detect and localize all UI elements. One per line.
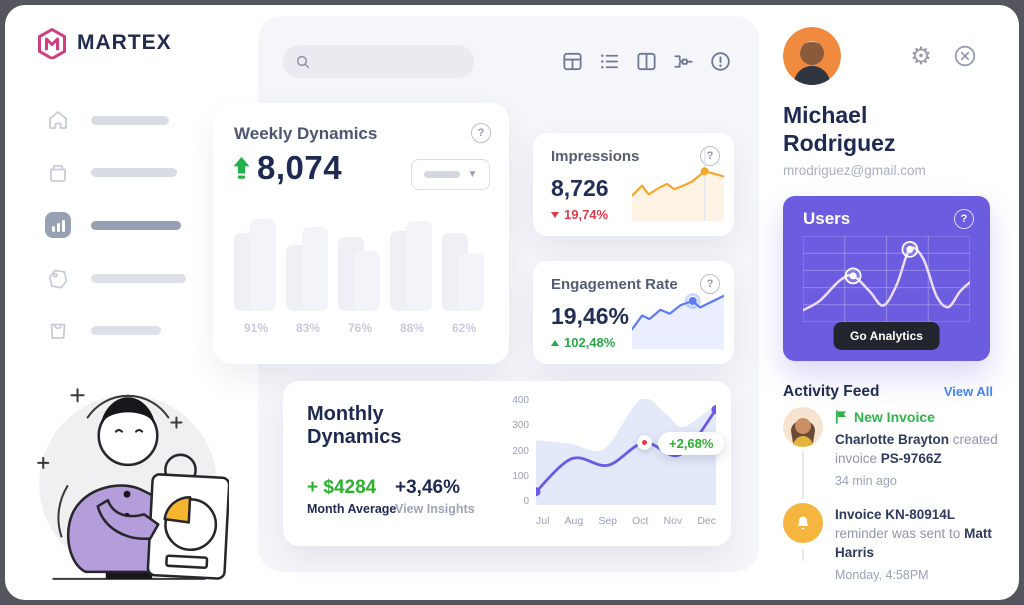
chevron-down-icon: ▼ (467, 169, 478, 180)
list-view-icon[interactable] (598, 50, 621, 73)
users-title: Users (803, 209, 851, 228)
sidebar-item-tags[interactable] (45, 264, 186, 292)
reminder-icon-circle (783, 503, 823, 543)
bar-group: 76% (337, 205, 383, 335)
menu-placeholder (91, 220, 181, 230)
impressions-card: Impressions ? 8,726 19,74% (533, 133, 734, 236)
help-icon[interactable]: ? (700, 274, 720, 294)
view-all-link[interactable]: View All (943, 384, 993, 399)
x-axis-labels: Jul Aug Sep Oct Nov Dec (536, 515, 716, 527)
up-arrow-icon (233, 156, 250, 179)
brand-name: MARTEX (77, 31, 172, 54)
sidebar-item-orders[interactable] (45, 158, 177, 186)
menu-placeholder (91, 273, 186, 283)
weekly-bar-chart: 91% 83% 76% 88% 62% (233, 205, 489, 335)
select-placeholder (423, 171, 460, 178)
profile-name: Michael Rodriguez (783, 102, 896, 156)
impressions-title: Impressions (551, 148, 640, 165)
timeline-line (802, 451, 804, 499)
home-icon (45, 107, 71, 133)
users-card: Users ? Go Analytics (783, 196, 990, 361)
bar-group: 83% (285, 205, 331, 335)
martex-logo-icon (38, 28, 66, 59)
engagement-rate-card: Engagement Rate ? 19,46% 102,48% (533, 261, 734, 364)
month-average-value: + $4284 (307, 477, 377, 498)
flow-view-icon[interactable] (672, 50, 695, 73)
help-icon[interactable]: ? (954, 209, 974, 229)
search-icon (296, 55, 310, 68)
help-icon[interactable]: ? (700, 146, 720, 166)
sidebar-item-home[interactable] (45, 106, 169, 134)
impressions-value: 8,726 (551, 175, 609, 201)
sidebar-item-analytics[interactable] (45, 211, 181, 239)
activity-feed-title: Activity Feed (783, 383, 880, 400)
close-icon[interactable] (952, 43, 978, 69)
data-point-marker[interactable] (636, 435, 652, 451)
analytics-icon (45, 212, 71, 238)
monthly-percent-value: +3,46% (395, 477, 460, 498)
timeline-line (802, 549, 804, 561)
weekly-dynamics-title: Weekly Dynamics (234, 124, 378, 143)
menu-placeholder (91, 167, 177, 177)
impressions-sparkline (630, 149, 726, 221)
monthly-line-chart: 400 300 200 100 0 Jul Aug Sep Oct Nov Dec +2,68% (505, 395, 725, 535)
monthly-dynamics-card: Monthly Dynamics + $4284 Month Average +… (283, 381, 731, 546)
monthly-dynamics-title: Monthly Dynamics (307, 403, 402, 448)
menu-placeholder (91, 115, 169, 125)
shopping-bag-icon (45, 317, 71, 343)
go-analytics-button[interactable]: Go Analytics (833, 322, 940, 350)
feed-text: Charlotte Brayton created invoice PS-976… (835, 432, 998, 466)
flag-icon (836, 410, 847, 424)
avatar-image (783, 27, 841, 85)
sidebar-item-shop[interactable] (45, 316, 161, 344)
weekly-value: 8,074 (232, 149, 342, 187)
engagement-value: 19,46% (551, 303, 630, 329)
feed-time: 34 min ago (835, 474, 897, 488)
settings-gear-icon[interactable]: ⚙ (910, 42, 932, 70)
period-select[interactable]: ▼ (411, 159, 490, 190)
bar-group: 88% (389, 205, 435, 335)
y-axis-ticks: 400 300 200 100 0 (512, 395, 529, 507)
chart-tooltip: +2,68% (658, 431, 725, 455)
weekly-dynamics-card: Weekly Dynamics ? 8,074 ▼ 91% 83% 76% 88% 62… (213, 103, 509, 364)
engagement-delta: 102,48% (551, 335, 615, 350)
feed-avatar (783, 407, 823, 447)
bell-icon (797, 516, 809, 530)
user-avatar[interactable] (783, 27, 841, 85)
search-bar[interactable] (283, 45, 474, 78)
profile-email: mrodriguez@gmail.com (783, 163, 926, 178)
bar-group: 91% (233, 205, 279, 335)
engagement-title: Engagement Rate (551, 276, 678, 293)
grid-view-icon[interactable] (561, 50, 584, 73)
tag-icon (45, 265, 71, 291)
columns-view-icon[interactable] (635, 50, 658, 73)
feed-badge: New Invoice (854, 409, 935, 425)
feed-text: Invoice KN-80914L reminder was sent to M… (835, 507, 992, 560)
engagement-sparkline (630, 277, 726, 349)
help-icon[interactable]: ? (471, 123, 491, 143)
impressions-delta: 19,74% (551, 207, 608, 222)
up-triangle-icon (551, 339, 559, 346)
view-insights-link[interactable]: View Insights (395, 502, 475, 516)
package-icon (45, 159, 71, 185)
menu-placeholder (91, 325, 161, 335)
month-average-label: Month Average (307, 502, 397, 516)
brand-logo[interactable]: MARTEX (36, 27, 172, 59)
alerts-icon[interactable] (709, 50, 732, 73)
view-toolbar (561, 50, 732, 73)
down-triangle-icon (551, 211, 559, 218)
analyst-illustration (37, 388, 229, 580)
feed-item[interactable]: Invoice KN-80914L reminder was sent to M… (835, 505, 1003, 582)
search-input[interactable] (319, 53, 463, 70)
feed-item[interactable]: New Invoice Charlotte Brayton created in… (835, 409, 1003, 488)
bar-group: 62% (441, 205, 487, 335)
feed-time: Monday, 4:58PM (835, 568, 929, 582)
users-wave-chart (801, 235, 972, 323)
